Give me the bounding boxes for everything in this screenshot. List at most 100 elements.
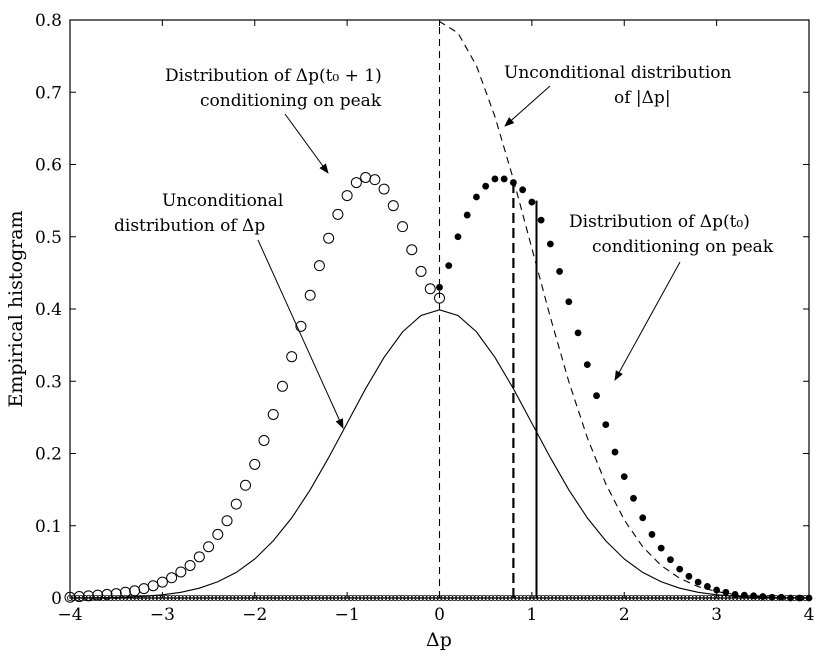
- annotation-cond-next-line2: conditioning on peak: [200, 91, 382, 111]
- baseline-marker: [307, 595, 314, 602]
- baseline-marker: [440, 595, 447, 602]
- baseline-marker: [188, 595, 195, 602]
- baseline-marker: [196, 595, 203, 602]
- baseline-marker: [270, 595, 277, 602]
- baseline-marker: [421, 595, 428, 602]
- filled-dot-point: [768, 593, 776, 601]
- y-tick-label: 0.7: [35, 83, 62, 103]
- baseline-marker: [166, 595, 173, 602]
- filled-dot-point: [759, 593, 767, 600]
- x-tick-label: −2: [242, 605, 267, 625]
- annotation-cond-peak-line2: conditioning on peak: [592, 237, 774, 257]
- baseline-marker: [650, 595, 657, 602]
- baseline-marker: [580, 595, 587, 602]
- filled-dot-point: [463, 211, 471, 219]
- x-tick-label: −3: [150, 605, 175, 625]
- filled-dot-point: [796, 594, 804, 602]
- baseline-marker: [144, 595, 151, 602]
- baseline-marker: [695, 595, 702, 602]
- baseline-marker: [462, 595, 469, 602]
- baseline-marker: [647, 595, 654, 602]
- filled-dot-point: [528, 198, 536, 206]
- baseline-marker: [691, 595, 698, 602]
- baseline-marker: [403, 595, 410, 602]
- baseline-marker: [222, 595, 229, 602]
- baseline-marker: [429, 595, 436, 602]
- open-circle-point: [240, 479, 252, 491]
- baseline-marker: [676, 595, 683, 602]
- open-circle-point: [350, 177, 362, 189]
- baseline-marker: [418, 595, 425, 602]
- open-circle-point: [424, 283, 436, 295]
- filled-dot-point: [630, 494, 637, 502]
- baseline-marker: [624, 595, 631, 602]
- open-circle-point: [397, 221, 409, 233]
- baseline-marker: [709, 595, 716, 602]
- baseline-marker: [233, 595, 240, 602]
- baseline-marker: [174, 595, 181, 602]
- filled-dot-point: [454, 233, 462, 241]
- baseline-marker: [292, 595, 299, 602]
- filled-dot-point: [491, 175, 499, 183]
- baseline-marker: [484, 595, 491, 602]
- baseline-marker: [636, 595, 643, 602]
- open-circle-point: [110, 588, 122, 600]
- baseline-marker: [573, 595, 580, 602]
- baseline-marker: [495, 595, 502, 602]
- annotation-cond-next-line1: Distribution of Δp(t₀ + 1): [165, 66, 382, 86]
- baseline-marker: [547, 595, 554, 602]
- arrow-cond-next: [284, 113, 329, 174]
- y-tick-label: 0.2: [35, 445, 62, 465]
- baseline-marker: [491, 595, 498, 602]
- baseline-marker: [259, 595, 266, 602]
- x-tick-label: 2: [619, 605, 630, 625]
- x-tick-label: 4: [804, 605, 815, 625]
- annotation-uncond-line2: distribution of Δp: [114, 216, 265, 236]
- baseline-marker: [488, 595, 495, 602]
- baseline-marker: [406, 595, 413, 602]
- baseline-marker: [587, 595, 594, 602]
- baseline-marker: [362, 595, 369, 602]
- open-circle-point: [193, 551, 205, 563]
- baseline-marker: [211, 595, 218, 602]
- baseline-marker: [525, 595, 532, 602]
- filled-dot-point: [685, 572, 693, 580]
- markers-layer: [64, 172, 813, 603]
- baseline-marker: [140, 595, 147, 602]
- filled-dot-point: [556, 268, 563, 275]
- y-axis-label: Empirical histogram: [5, 210, 27, 407]
- open-circle-point: [332, 208, 344, 220]
- open-circle-point: [212, 528, 224, 540]
- baseline-marker: [347, 595, 354, 602]
- baseline-marker: [680, 595, 687, 602]
- open-circle-point: [166, 572, 178, 584]
- baseline-marker: [373, 595, 380, 602]
- filled-dot-point: [787, 594, 794, 602]
- baseline-marker: [218, 595, 225, 602]
- open-circle-point: [286, 351, 298, 363]
- baseline-marker: [606, 595, 613, 602]
- y-tick-label: 0.5: [35, 228, 62, 248]
- baseline-marker: [192, 595, 199, 602]
- baseline-marker: [170, 595, 177, 602]
- baseline-marker: [262, 595, 269, 602]
- open-circle-point: [387, 200, 399, 212]
- arrow-cond-peak: [614, 261, 681, 381]
- x-tick-label: 1: [526, 605, 537, 625]
- baseline-marker: [240, 595, 247, 602]
- baseline-marker: [728, 595, 735, 602]
- baseline-marker: [381, 595, 388, 602]
- baseline-marker: [277, 595, 284, 602]
- baseline-marker: [584, 595, 591, 602]
- filled-dot-point: [445, 262, 453, 270]
- filled-dot-point: [546, 240, 554, 248]
- baseline-marker: [539, 595, 546, 602]
- baseline-marker: [310, 595, 317, 602]
- baseline-marker: [351, 595, 358, 602]
- baseline-marker: [296, 595, 303, 602]
- open-circle-point: [82, 590, 94, 602]
- arrow-uncond-abs: [504, 85, 551, 127]
- baseline-marker: [358, 595, 365, 602]
- open-circle-point: [295, 320, 307, 332]
- baseline-marker: [369, 595, 376, 602]
